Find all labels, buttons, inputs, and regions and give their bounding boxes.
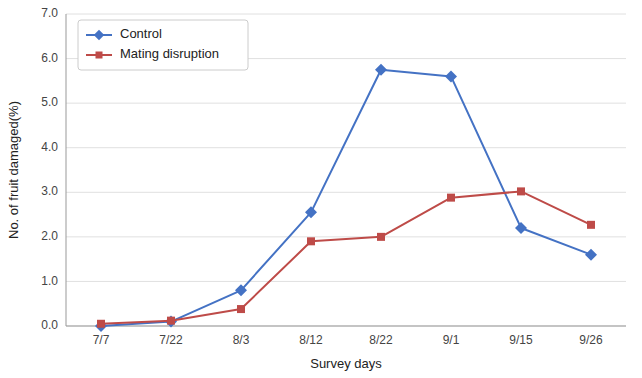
grid-line (66, 103, 626, 104)
x-tick-label: 8/3 (233, 333, 250, 347)
x-tick-label: 7/22 (159, 333, 183, 347)
y-tick-label: 1.0 (41, 274, 58, 288)
y-tick-label: 3.0 (41, 184, 58, 198)
y-tick-label: 7.0 (41, 6, 58, 20)
series-line (101, 191, 591, 323)
series (95, 64, 597, 332)
data-point (167, 317, 175, 325)
legend-label: Mating disruption (120, 46, 219, 61)
grid (66, 14, 626, 326)
data-point (375, 64, 387, 76)
y-axis-title: No. of fruit damaged(%) (6, 101, 21, 239)
plot-area (95, 64, 597, 332)
x-tick-label: 8/22 (369, 333, 393, 347)
x-tick-label: 9/26 (579, 333, 603, 347)
chart: 0.0 1.0 2.0 3.0 4.0 5.0 6.0 7.0 7/7 7/22 8/3 8/12 8/… (0, 0, 642, 378)
data-point (515, 222, 527, 234)
data-point (377, 233, 385, 241)
data-point (95, 320, 107, 332)
grid-line (66, 192, 626, 193)
data-point (97, 320, 105, 328)
data-point (237, 305, 245, 313)
data-point (445, 70, 457, 82)
y-axis-line (66, 14, 67, 326)
series (97, 187, 595, 327)
legend-box (78, 20, 248, 70)
data-point (307, 237, 315, 245)
data-point (447, 194, 455, 202)
x-tick-label: 9/1 (443, 333, 460, 347)
x-tick-label: 8/12 (299, 333, 323, 347)
x-axis-line (66, 326, 626, 327)
data-point (585, 249, 597, 261)
legend-marker (96, 52, 103, 59)
x-tick-label: 7/7 (93, 333, 110, 347)
grid-line (66, 326, 626, 327)
y-tick-label: 5.0 (41, 95, 58, 109)
legend: Control Mating disruption (78, 20, 248, 70)
grid-line (66, 281, 626, 282)
series-line (101, 70, 591, 326)
y-tick-label: 4.0 (41, 140, 58, 154)
x-axis-title: Survey days (310, 356, 382, 371)
x-tick-label: 9/15 (509, 333, 533, 347)
data-point (235, 284, 247, 296)
y-tick-label: 0.0 (41, 318, 58, 332)
y-tick-label: 2.0 (41, 229, 58, 243)
legend-marker (94, 30, 105, 41)
data-point (517, 187, 525, 195)
legend-label: Control (120, 26, 162, 41)
data-point (305, 206, 317, 218)
y-tick-label: 6.0 (41, 51, 58, 65)
grid-line (66, 14, 626, 15)
axes: 0.0 1.0 2.0 3.0 4.0 5.0 6.0 7.0 7/7 7/22 8/3 8/12 8/… (41, 6, 626, 347)
grid-line (66, 147, 626, 148)
data-point (587, 221, 595, 229)
